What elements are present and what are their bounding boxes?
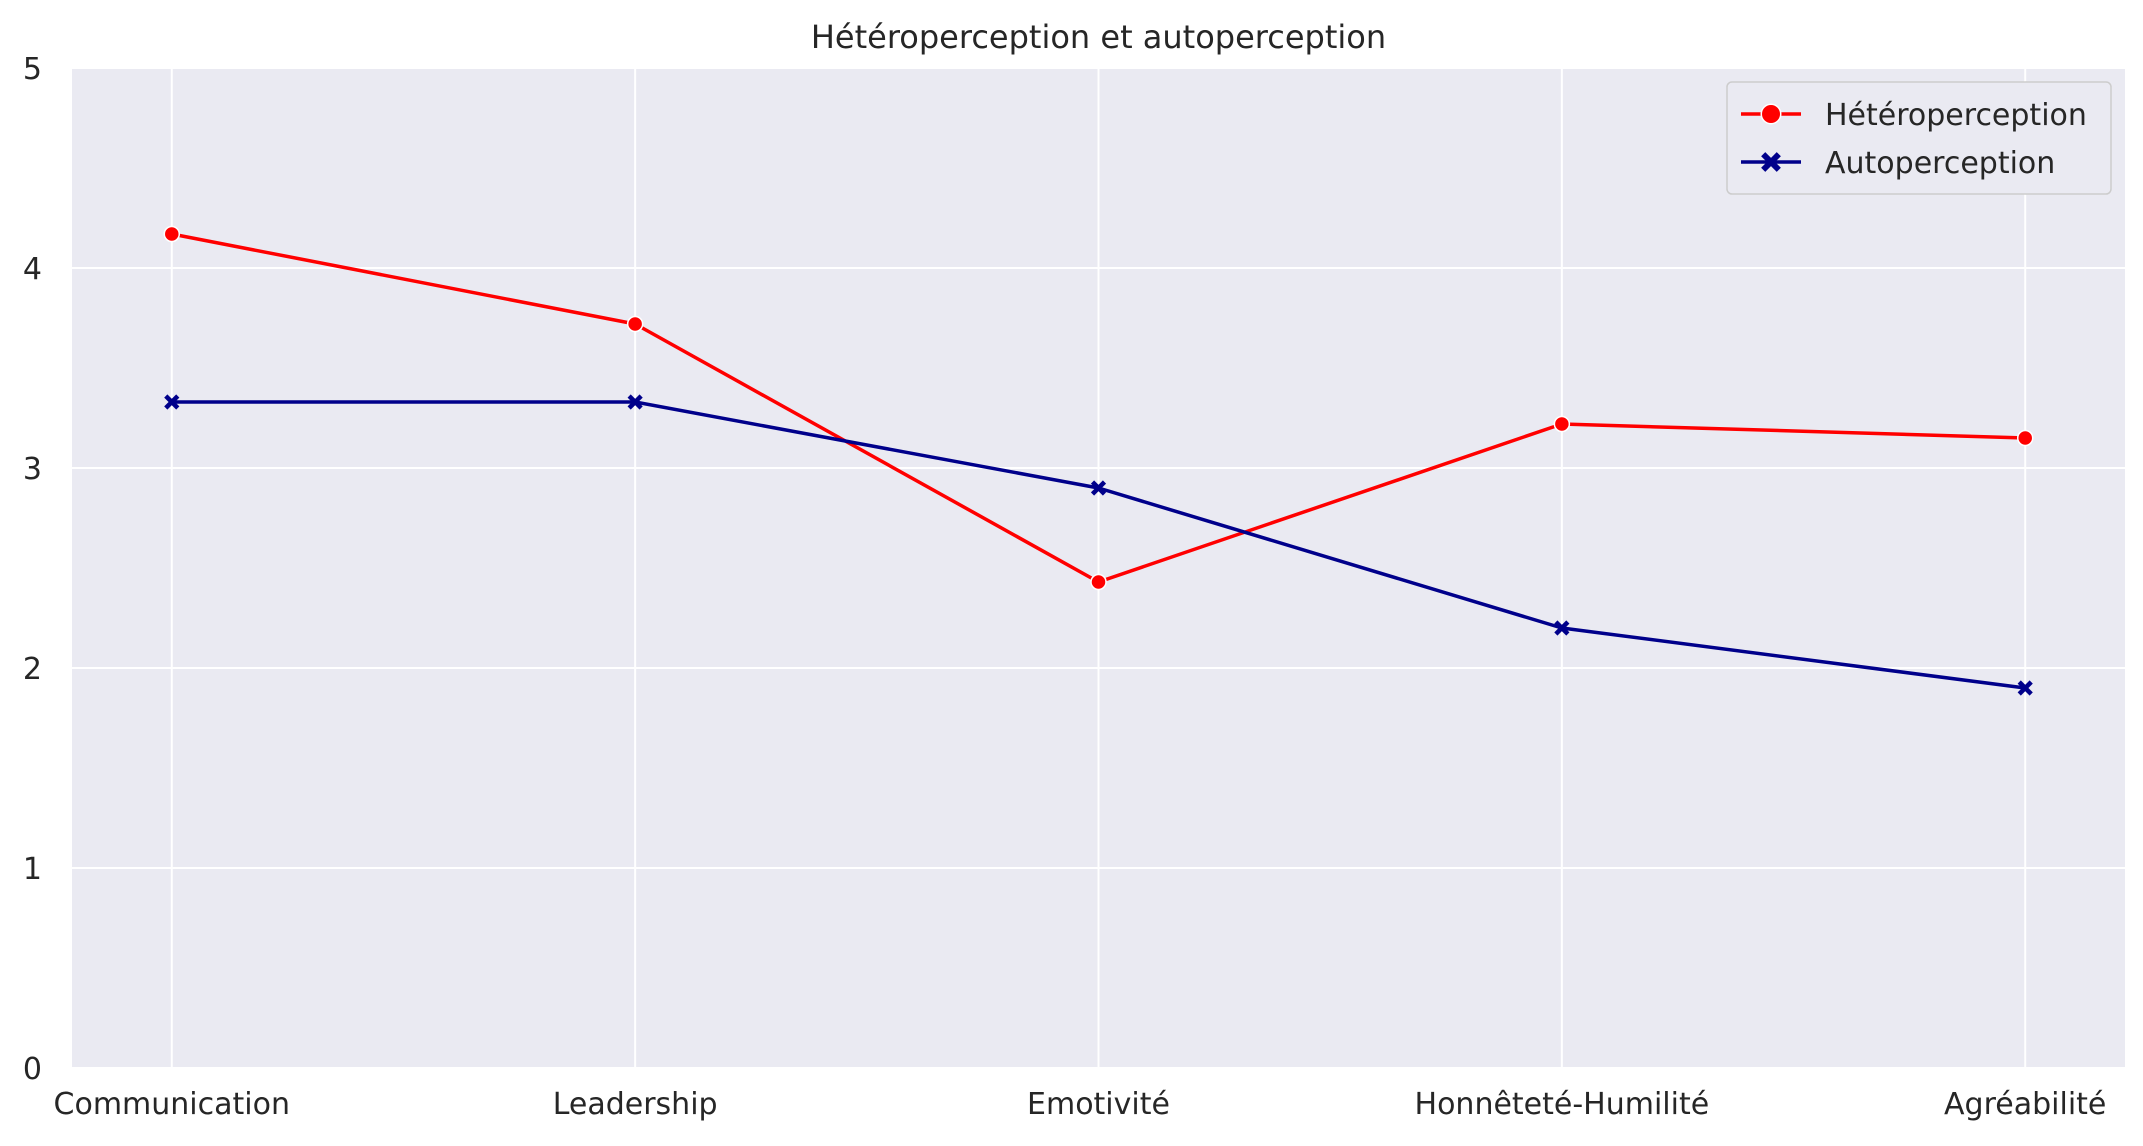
data-point [1760, 103, 1782, 125]
data-point [1761, 152, 1781, 172]
data-point [1090, 480, 1107, 496]
x-axis-ticks: Communication Leadership Emotivité Honnêtet… [54, 1087, 2107, 1122]
data-point [1554, 620, 1570, 636]
data-point [1090, 573, 1107, 591]
legend-item: Hétéroperception [1741, 98, 2087, 133]
data-point [164, 394, 180, 410]
data-point [2017, 680, 2033, 696]
x-tick-label: Emotivité [1027, 1087, 1170, 1122]
chart-title: Hétéroperception et autoperception [811, 18, 1386, 56]
legend-label: Autoperception [1825, 146, 2055, 181]
legend-item: Autoperception [1741, 146, 2055, 181]
series-2 [164, 394, 2033, 696]
grid [72, 67, 2125, 1069]
data-point [163, 225, 181, 243]
data-point [2016, 429, 2034, 447]
x-tick-label: Honnêteté-Humilité [1415, 1087, 1710, 1122]
x-tick-label: Communication [54, 1087, 290, 1122]
data-point [627, 394, 643, 410]
data-point [626, 315, 644, 333]
series-layer [163, 225, 2034, 696]
legend: Hétéroperception Autoperception [1726, 81, 2112, 195]
y-tick-label: 0 [23, 1052, 42, 1087]
legend-box [1726, 81, 2112, 195]
y-tick-label: 1 [23, 852, 42, 887]
y-tick-label: 4 [23, 252, 42, 287]
y-tick-label: 2 [23, 652, 42, 687]
x-tick-label: Agréabilité [1944, 1087, 2106, 1122]
y-axis-ticks: 0 1 2 3 4 5 [23, 52, 42, 1087]
legend-label: Hétéroperception [1825, 98, 2087, 133]
x-tick-label: Leadership [553, 1087, 718, 1122]
y-tick-label: 5 [23, 52, 42, 87]
series-1 [163, 225, 2034, 591]
y-tick-label: 3 [23, 452, 42, 487]
data-point [1553, 415, 1571, 433]
